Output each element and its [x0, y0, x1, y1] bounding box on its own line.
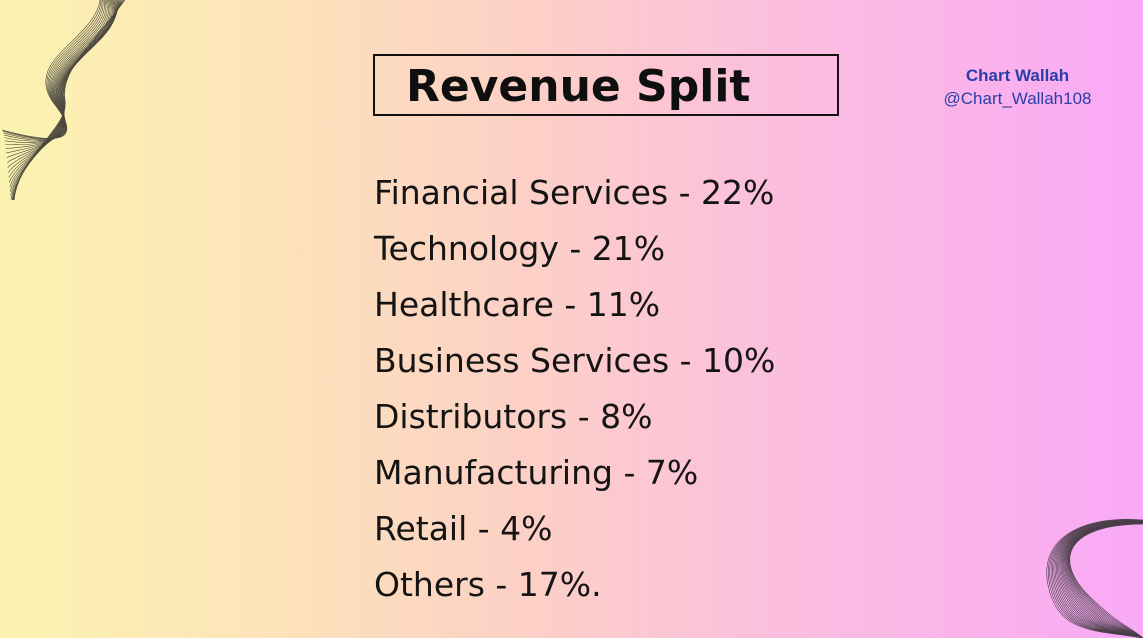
segment-financial-services: Financial Services - 22% [374, 173, 775, 212]
segment-business-services: Business Services - 10% [374, 341, 776, 380]
wave-lines-decoration-bottom-right [1046, 518, 1143, 638]
segment-others: Others - 17%. [374, 565, 602, 604]
segment-manufacturing: Manufacturing - 7% [374, 453, 699, 492]
brand-handle: @Chart_Wallah108 [943, 89, 1092, 108]
page-title: Revenue Split [406, 61, 751, 112]
brand-block: Chart Wallah @Chart_Wallah108 [925, 64, 1110, 110]
wave-lines-decoration-top-left [1, 0, 126, 200]
segment-retail: Retail - 4% [374, 509, 553, 548]
segment-technology: Technology - 21% [374, 229, 666, 268]
revenue-segment-list: Financial Services - 22% Technology - 21… [374, 165, 775, 613]
segment-distributors: Distributors - 8% [374, 397, 653, 436]
segment-healthcare: Healthcare - 11% [374, 285, 661, 324]
title-box: Revenue Split [373, 54, 839, 116]
brand-name: Chart Wallah [965, 66, 1070, 85]
